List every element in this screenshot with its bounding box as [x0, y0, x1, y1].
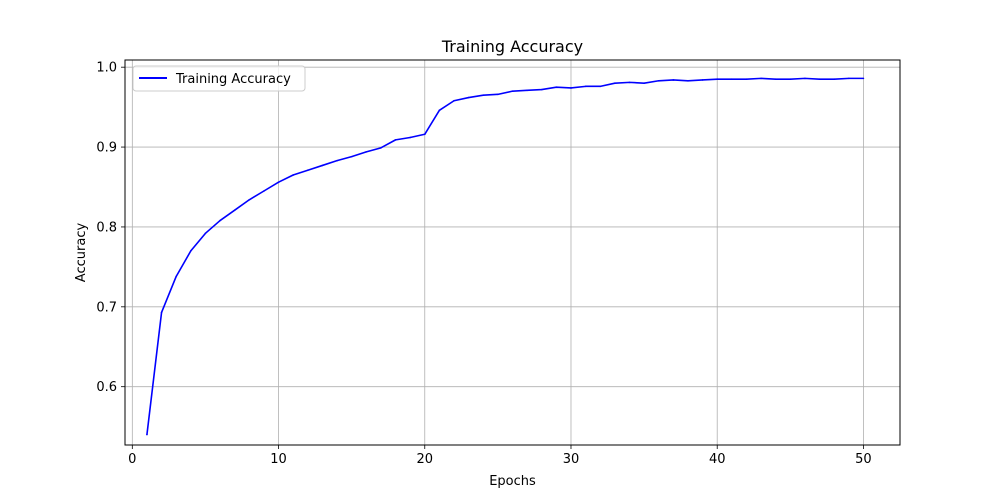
data-point	[818, 78, 821, 80]
x-axis-title: Epochs	[489, 474, 536, 489]
data-point	[614, 82, 616, 84]
y-tick-label: 0.9	[96, 141, 117, 156]
data-point	[263, 190, 265, 192]
data-point	[526, 89, 528, 92]
data-point	[438, 109, 441, 112]
data-point	[774, 78, 777, 80]
data-point	[277, 181, 280, 184]
data-point	[833, 78, 835, 80]
data-point	[584, 85, 587, 88]
data-point	[190, 250, 192, 252]
x-tick-label: 10	[270, 452, 287, 467]
data-point	[336, 159, 338, 162]
data-point	[745, 78, 748, 80]
data-point	[482, 94, 485, 96]
data-point	[380, 147, 382, 149]
data-point	[365, 151, 368, 153]
chart-title: Training Accuracy	[441, 37, 583, 56]
data-point	[716, 78, 719, 80]
data-point	[409, 136, 411, 139]
data-point	[687, 79, 689, 82]
data-point	[643, 82, 645, 84]
ticks: 0 10 20 30 40 50 0.6 0.7 0.8 0.9 1.0	[96, 61, 871, 467]
data-point	[467, 96, 470, 99]
data-point	[511, 90, 514, 92]
series-layer	[146, 77, 865, 436]
x-tick-label: 30	[563, 452, 580, 467]
x-tick-label: 50	[855, 452, 872, 467]
data-point	[701, 79, 704, 81]
data-point	[292, 174, 294, 176]
data-point	[204, 232, 207, 235]
data-point	[628, 81, 631, 84]
data-point	[862, 77, 865, 80]
y-axis-title: Accuracy	[74, 223, 89, 283]
data-point	[394, 139, 397, 141]
data-point	[175, 275, 177, 278]
data-point	[657, 79, 660, 82]
data-point	[306, 169, 309, 172]
data-point	[248, 198, 251, 201]
y-tick-label: 0.8	[96, 220, 117, 235]
data-point	[731, 78, 733, 80]
legend-label: Training Accuracy	[175, 72, 291, 87]
data-point	[540, 88, 543, 91]
y-tick-label: 1.0	[96, 61, 117, 76]
data-point	[321, 164, 324, 167]
data-point	[453, 99, 455, 102]
data-point	[146, 433, 148, 436]
data-point	[160, 311, 163, 314]
y-tick-label: 0.7	[96, 300, 117, 315]
x-tick-label: 40	[709, 452, 726, 467]
data-point	[789, 78, 792, 80]
data-point	[570, 87, 572, 89]
x-tick-label: 20	[416, 452, 433, 467]
x-tick-label: 0	[128, 452, 136, 467]
legend: Training Accuracy	[132, 65, 306, 92]
data-point	[423, 133, 426, 136]
data-point	[599, 85, 602, 88]
data-point	[497, 93, 499, 96]
data-point	[350, 155, 353, 158]
plot-frame	[124, 59, 901, 446]
legend-box	[132, 65, 306, 92]
data-point	[848, 77, 850, 80]
data-point	[233, 209, 236, 211]
y-tick-label: 0.6	[96, 380, 117, 395]
data-point	[804, 77, 806, 80]
data-point	[672, 79, 675, 81]
data-point	[555, 86, 558, 88]
data-point	[760, 77, 762, 80]
data-point	[219, 219, 221, 222]
grid	[125, 60, 900, 445]
series-line	[146, 77, 864, 435]
